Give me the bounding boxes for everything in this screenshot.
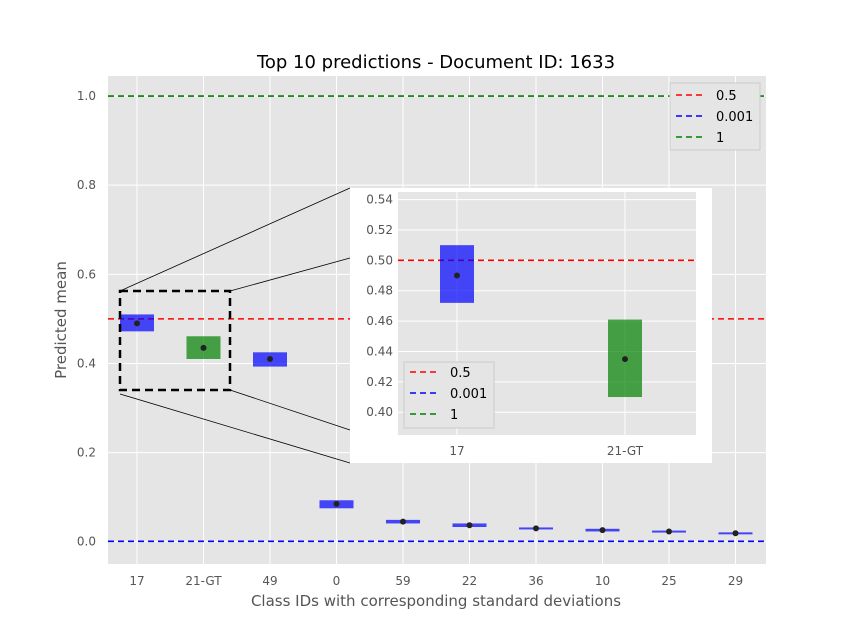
mean-marker-22 xyxy=(466,522,473,529)
mean-marker-36 xyxy=(533,525,539,532)
inset-x-tick-label: 17 xyxy=(449,444,464,458)
y-tick-label: 1.0 xyxy=(77,89,96,103)
main-x-ticks: 17 21-GT 49 0 59 22 36 10 25 29 xyxy=(129,574,743,588)
x-tick-label: 21-GT xyxy=(185,574,222,588)
x-tick-label: 29 xyxy=(728,574,743,588)
inset-mean-marker-17 xyxy=(454,272,460,279)
legend-label: 1 xyxy=(716,131,724,146)
inset-y-tick-label: 0.44 xyxy=(366,344,393,358)
x-axis-label: Class IDs with corresponding standard de… xyxy=(251,592,621,610)
mean-marker-17 xyxy=(134,320,140,327)
legend-label: 1 xyxy=(450,408,458,423)
x-tick-label: 49 xyxy=(262,574,277,588)
inset-y-tick-label: 0.54 xyxy=(366,193,393,207)
inset-x-ticks: 17 21-GT xyxy=(449,444,643,458)
x-tick-label: 59 xyxy=(395,574,410,588)
x-tick-label: 22 xyxy=(462,574,477,588)
inset-y-tick-label: 0.48 xyxy=(366,284,393,298)
zoom-connector xyxy=(229,389,351,431)
y-tick-label: 0.2 xyxy=(77,446,96,460)
inset-y-ticks: 0.40 0.42 0.44 0.46 0.48 0.50 0.52 0.54 xyxy=(366,193,393,420)
zoom-connector xyxy=(119,187,351,292)
y-tick-label: 0.6 xyxy=(77,267,96,281)
main-boxes xyxy=(120,314,753,537)
y-tick-label: 0.0 xyxy=(77,535,96,549)
mean-marker-0 xyxy=(333,500,340,507)
inset-y-tick-label: 0.40 xyxy=(366,405,393,419)
legend-label: 0.001 xyxy=(450,387,487,402)
zoom-connector xyxy=(229,257,351,292)
mean-marker-25 xyxy=(666,528,672,535)
x-tick-label: 25 xyxy=(661,574,676,588)
mean-marker-10 xyxy=(599,527,606,534)
inset-boxes xyxy=(440,245,642,398)
inset-y-tick-label: 0.42 xyxy=(366,375,393,389)
y-axis-label: Predicted mean xyxy=(52,261,70,379)
inset-mean-marker-21-GT xyxy=(622,356,628,363)
inset-y-tick-label: 0.46 xyxy=(366,314,393,328)
legend-label: 0.001 xyxy=(716,110,753,125)
y-tick-label: 0.4 xyxy=(77,356,96,370)
inset-y-tick-label: 0.50 xyxy=(366,253,393,267)
inset-legend: 0.5 0.001 1 xyxy=(403,361,495,429)
main-y-ticks: 0.0 0.2 0.4 0.6 0.8 1.0 xyxy=(77,89,96,549)
legend-label: 0.5 xyxy=(450,366,471,381)
mean-marker-59 xyxy=(400,518,406,525)
mean-marker-21-GT xyxy=(200,344,207,351)
mean-marker-29 xyxy=(732,530,739,537)
x-tick-label: 36 xyxy=(528,574,543,588)
inset-x-tick-label: 21-GT xyxy=(607,444,644,458)
legend-label: 0.5 xyxy=(716,89,737,104)
legend: 0.5 0.001 1 xyxy=(669,82,761,151)
inset-y-tick-label: 0.52 xyxy=(366,223,393,237)
x-tick-label: 17 xyxy=(129,574,144,588)
x-tick-label: 10 xyxy=(595,574,610,588)
chart-title: Top 10 predictions - Document ID: 1633 xyxy=(256,52,615,73)
zoom-region-box xyxy=(118,289,232,392)
y-tick-label: 0.8 xyxy=(77,178,96,192)
zoom-connector xyxy=(119,393,351,464)
mean-marker-49 xyxy=(267,355,273,362)
x-tick-label: 0 xyxy=(333,574,341,588)
